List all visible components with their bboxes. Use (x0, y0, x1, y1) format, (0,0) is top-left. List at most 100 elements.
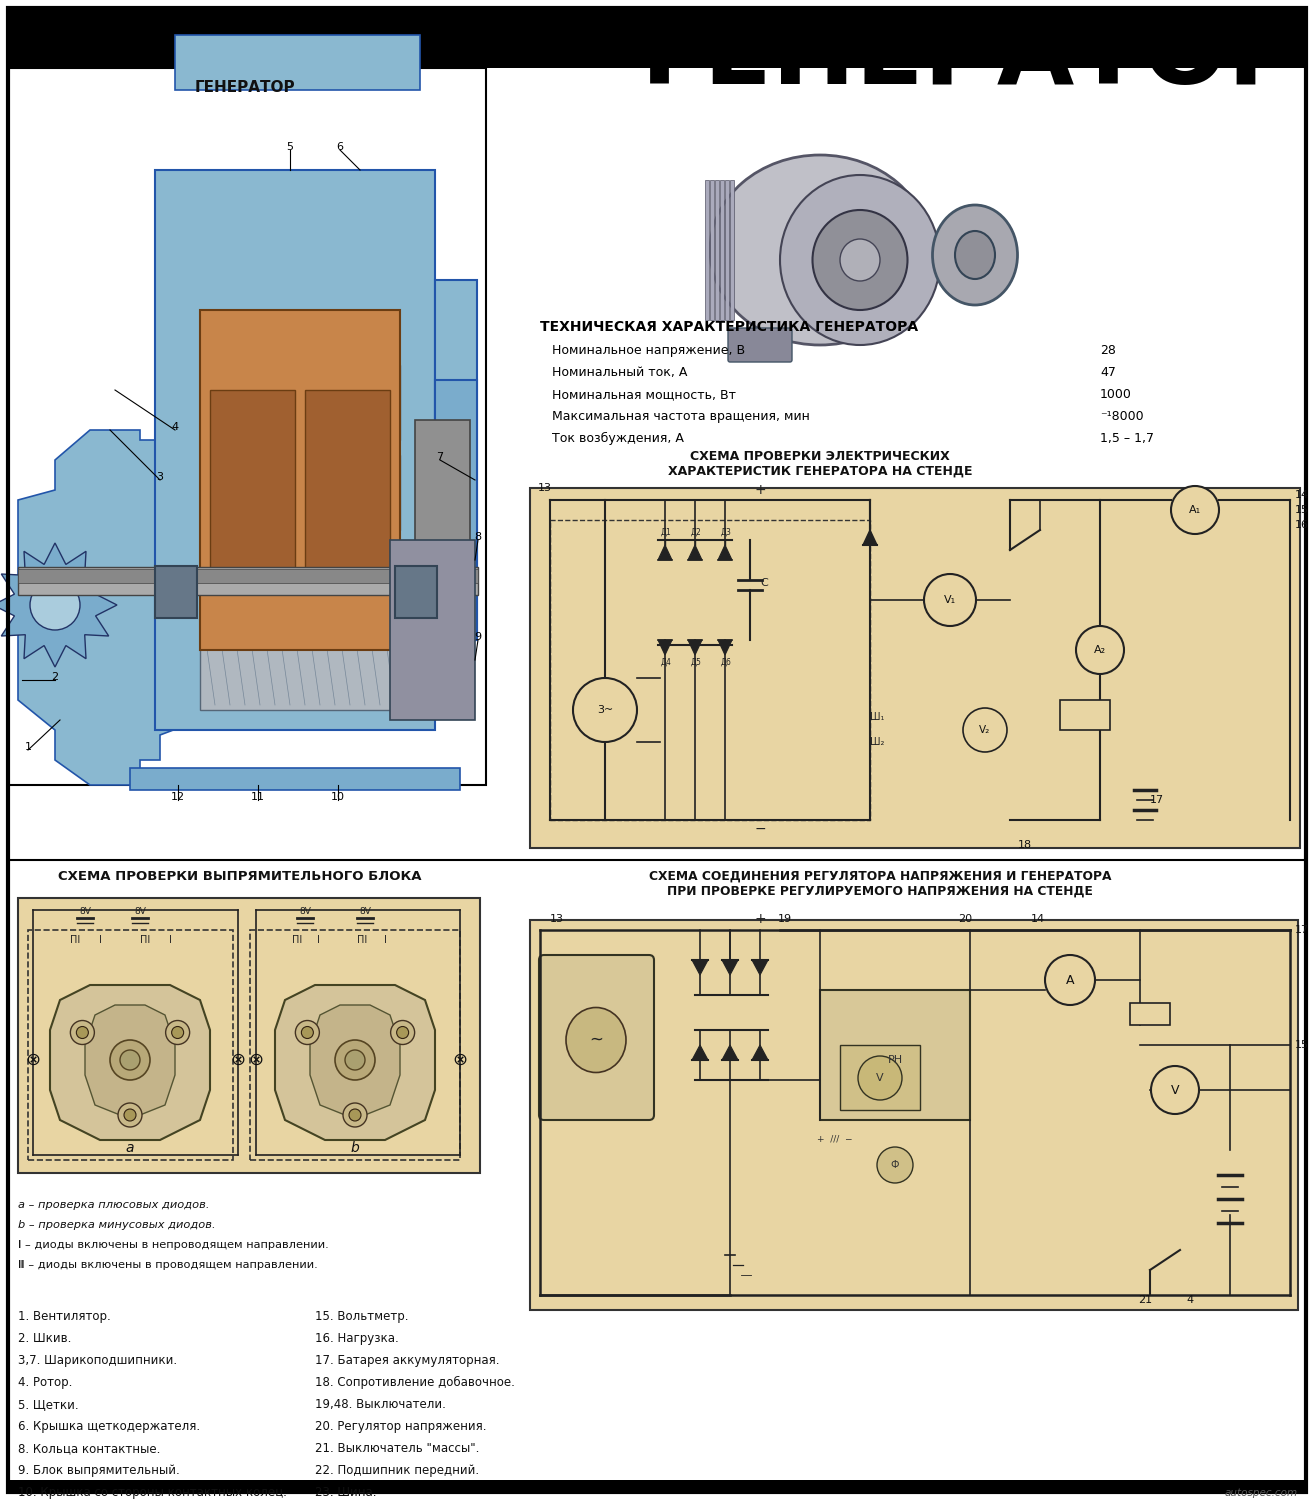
Text: A₂: A₂ (1095, 645, 1106, 656)
Polygon shape (658, 544, 671, 560)
Text: I: I (18, 1240, 21, 1250)
Text: 18: 18 (1018, 840, 1031, 850)
Text: 23. Шина.: 23. Шина. (315, 1486, 377, 1498)
Circle shape (335, 1040, 374, 1080)
Text: 8V: 8V (79, 908, 91, 916)
Circle shape (1151, 1066, 1198, 1114)
Circle shape (30, 580, 80, 630)
Text: ГЕНЕРАТОР: ГЕНЕРАТОР (641, 8, 1302, 105)
Text: ⊗: ⊗ (230, 1052, 246, 1070)
Text: 3: 3 (156, 472, 163, 482)
Text: I: I (168, 934, 171, 945)
Circle shape (343, 1102, 367, 1126)
Circle shape (166, 1020, 189, 1044)
Circle shape (397, 1026, 409, 1038)
Circle shape (390, 1020, 415, 1044)
Circle shape (346, 1050, 365, 1070)
Text: 4. Ротор.: 4. Ротор. (18, 1376, 72, 1389)
Text: I: I (317, 934, 319, 945)
Ellipse shape (840, 238, 880, 280)
Bar (530, 488, 1300, 847)
Ellipse shape (955, 231, 995, 279)
Circle shape (76, 1026, 88, 1038)
Text: a – проверка плюсовых диодов.: a – проверка плюсовых диодов. (18, 1200, 209, 1210)
Text: 2. Шкив.: 2. Шкив. (18, 1332, 71, 1346)
Circle shape (1171, 486, 1219, 534)
Polygon shape (85, 1005, 175, 1114)
Text: 2: 2 (51, 672, 59, 682)
Text: 21: 21 (1138, 1294, 1152, 1305)
Bar (8, 1480, 1306, 1492)
Polygon shape (752, 1046, 767, 1060)
Text: II: II (18, 1260, 25, 1270)
Polygon shape (275, 986, 435, 1140)
Bar (1130, 1004, 1169, 1025)
Text: 10: 10 (331, 792, 346, 802)
Bar (200, 544, 399, 620)
Polygon shape (0, 543, 117, 668)
Text: Ф: Ф (891, 1160, 899, 1170)
Text: 47: 47 (1100, 366, 1116, 380)
Text: V₁: V₁ (943, 596, 957, 604)
Polygon shape (435, 380, 477, 640)
Bar (250, 930, 460, 1160)
Text: Максимальная частота вращения, мин: Максимальная частота вращения, мин (552, 410, 809, 423)
Circle shape (963, 708, 1007, 752)
Text: ПІ: ПІ (357, 934, 367, 945)
Bar (820, 990, 970, 1120)
Bar (200, 310, 399, 650)
Text: ПІ: ПІ (292, 934, 302, 945)
Text: 4: 4 (171, 422, 179, 432)
Text: V: V (876, 1072, 884, 1083)
Circle shape (71, 1020, 95, 1044)
Text: 13: 13 (551, 914, 564, 924)
Polygon shape (658, 640, 671, 656)
Text: 10. Крышка со стороны контактных колец.: 10. Крышка со стороны контактных колец. (18, 1486, 286, 1498)
Text: 13: 13 (537, 483, 552, 494)
Polygon shape (717, 544, 732, 560)
Bar (8, 6, 1306, 68)
Circle shape (110, 1040, 150, 1080)
Text: +: + (754, 483, 766, 496)
Text: 1. Вентилятор.: 1. Вентилятор. (18, 1310, 110, 1323)
Polygon shape (863, 530, 876, 544)
Circle shape (876, 1148, 913, 1184)
Polygon shape (50, 986, 210, 1140)
Text: 3~: 3~ (597, 705, 614, 716)
Text: Номинальный ток, А: Номинальный ток, А (552, 366, 687, 380)
Text: 7: 7 (436, 452, 444, 462)
Text: Номинальное напряжение, В: Номинальное напряжение, В (552, 344, 745, 357)
Text: I: I (384, 934, 386, 945)
Text: 1000: 1000 (1100, 388, 1131, 400)
Text: Д6: Д6 (721, 658, 732, 668)
Text: ГЕНЕРАТОР: ГЕНЕРАТОР (194, 80, 296, 94)
Text: Д5: Д5 (691, 658, 702, 668)
Bar (720, 180, 724, 320)
Text: −: − (754, 822, 766, 836)
Text: 17: 17 (1150, 795, 1164, 806)
Text: 1,5 – 1,7: 1,5 – 1,7 (1100, 432, 1154, 445)
Circle shape (1045, 956, 1095, 1005)
Bar (28, 930, 233, 1160)
Bar (200, 364, 399, 440)
Text: autospec.com: autospec.com (1225, 1488, 1298, 1498)
Circle shape (296, 1020, 319, 1044)
Text: I: I (99, 934, 101, 945)
Circle shape (301, 1026, 313, 1038)
Text: 19: 19 (778, 914, 792, 924)
Bar (435, 280, 477, 640)
Polygon shape (692, 1046, 708, 1060)
Text: ⊗: ⊗ (248, 1052, 264, 1070)
Bar (530, 920, 1298, 1310)
Bar (731, 180, 735, 320)
Bar (396, 566, 438, 618)
Text: ⊗: ⊗ (452, 1052, 468, 1070)
Text: ⊗: ⊗ (25, 1052, 41, 1070)
Circle shape (350, 1108, 361, 1120)
Ellipse shape (566, 1008, 625, 1072)
Bar (8, 68, 486, 784)
Text: 4: 4 (1187, 1294, 1193, 1305)
Text: Ток возбуждения, А: Ток возбуждения, А (552, 432, 683, 445)
Circle shape (573, 678, 637, 742)
Ellipse shape (710, 154, 930, 345)
